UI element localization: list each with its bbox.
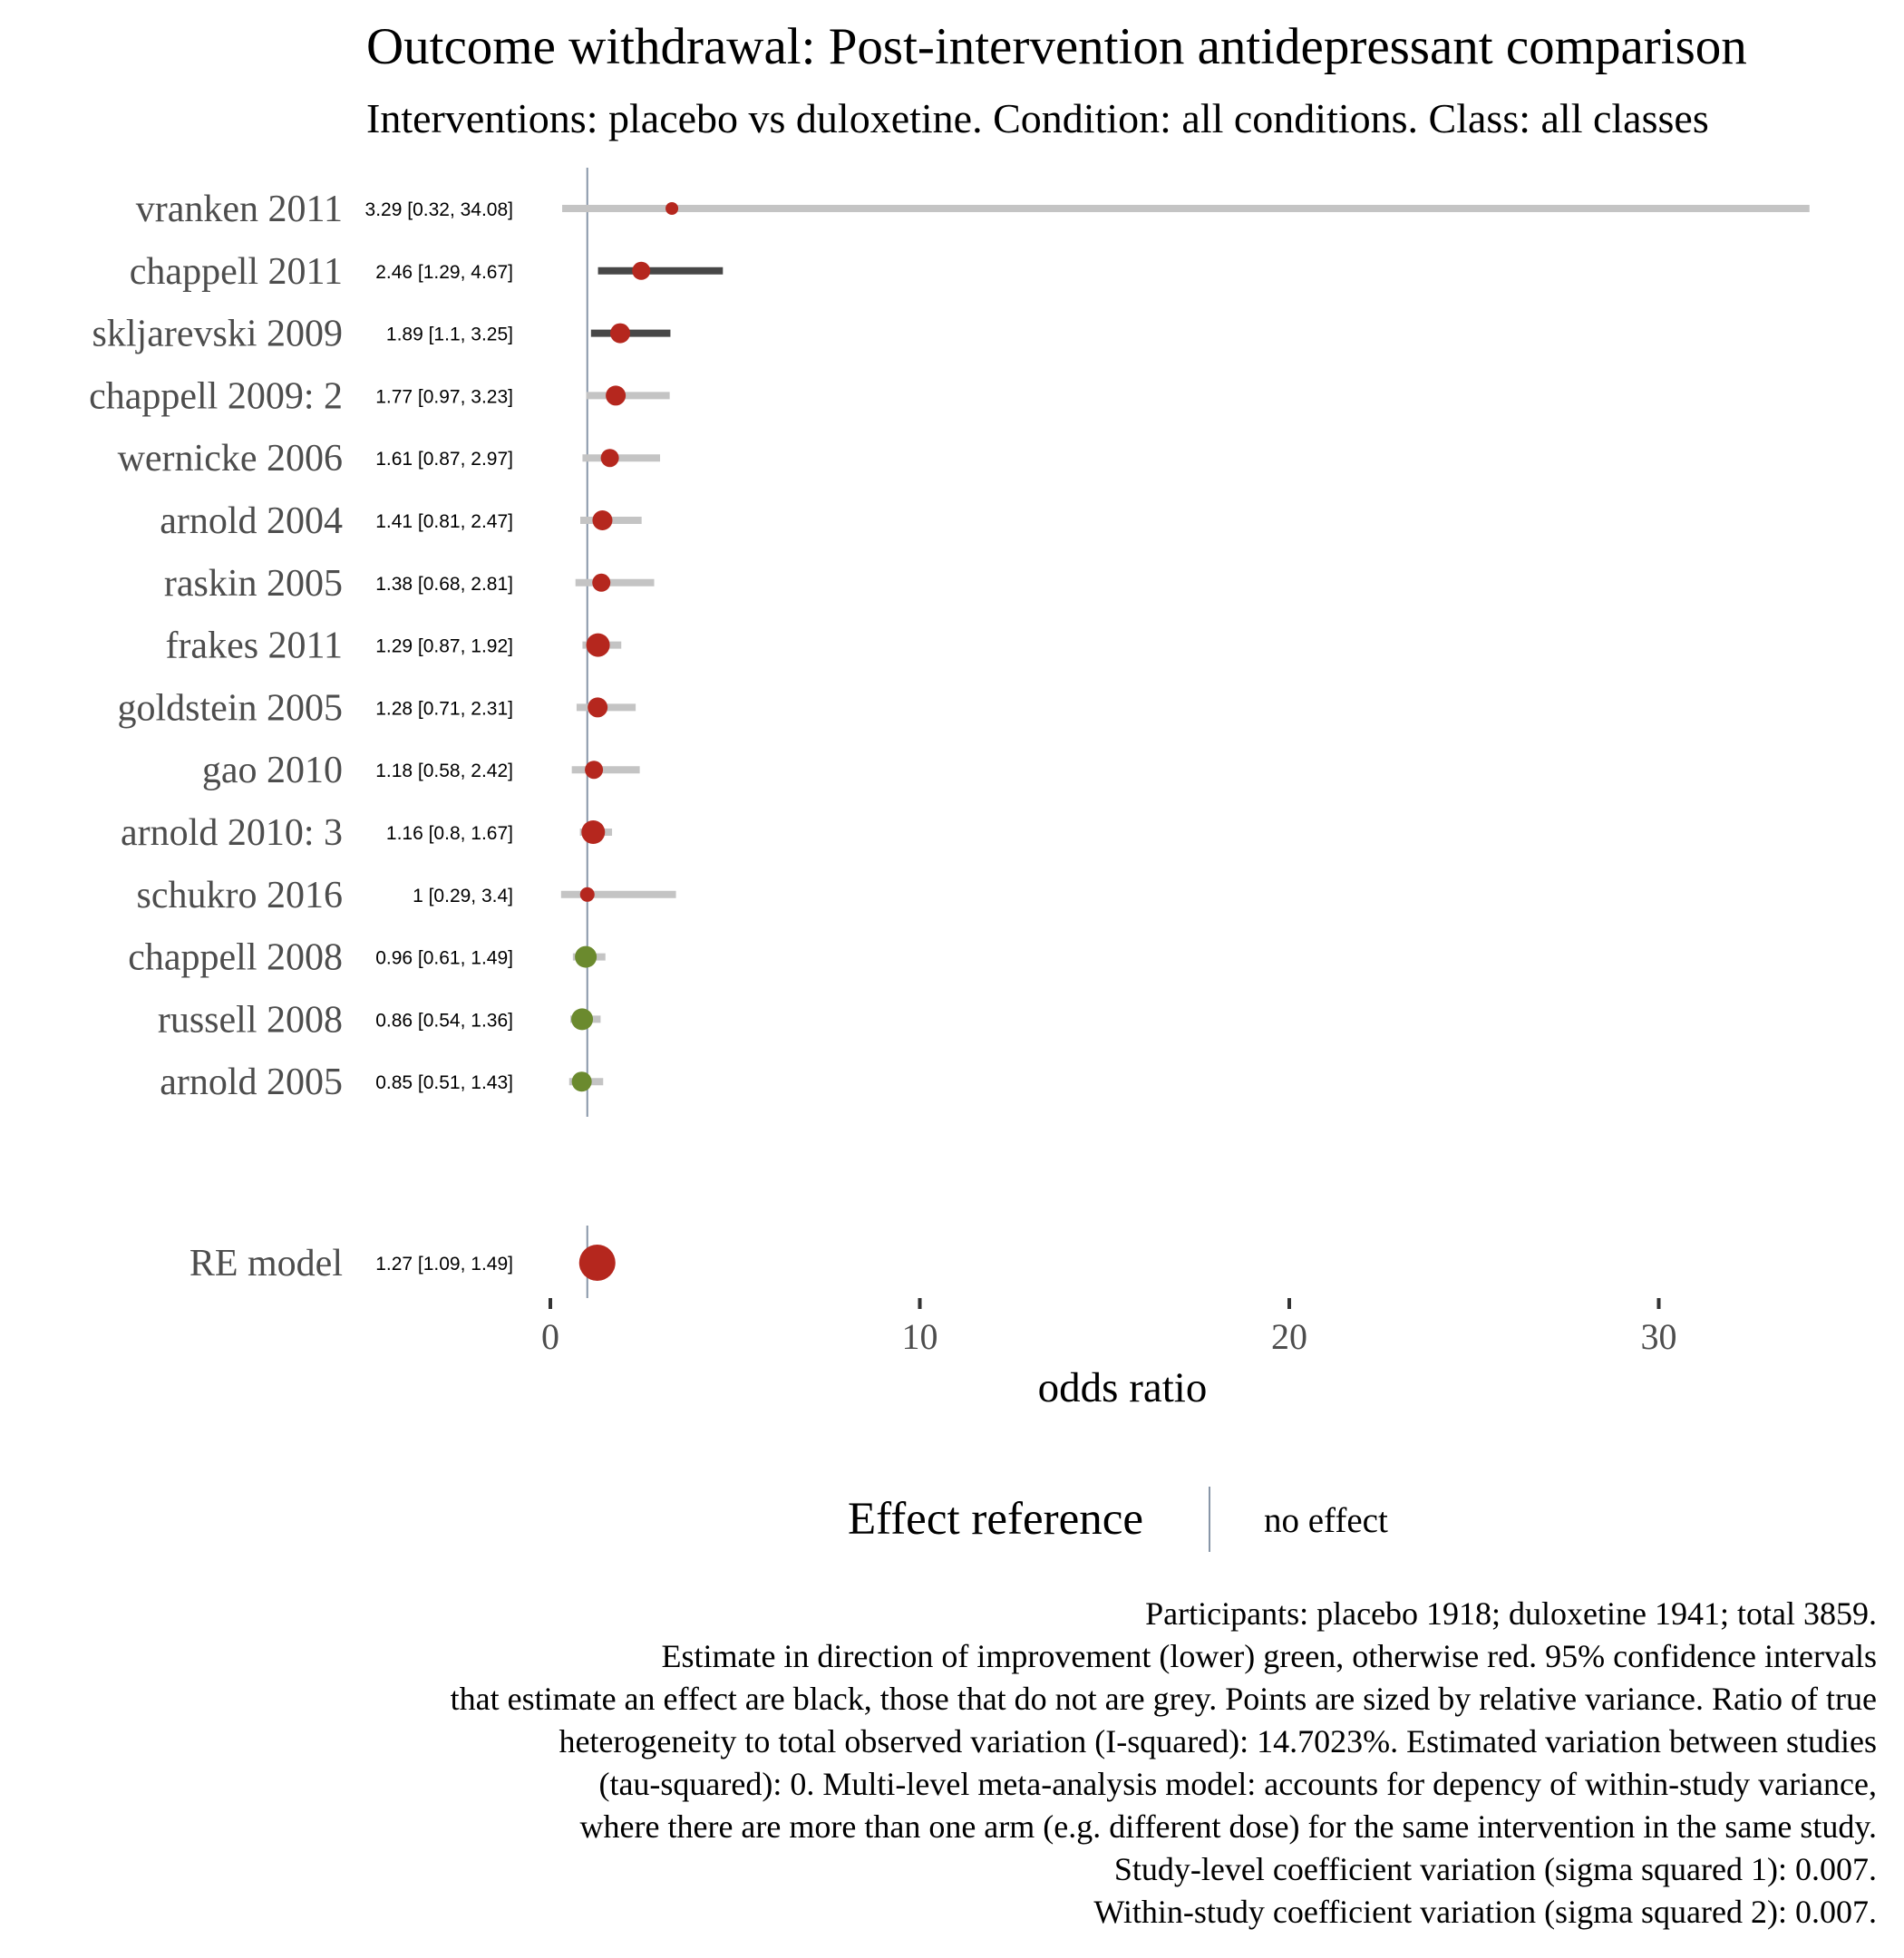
estimate-point <box>592 510 613 530</box>
estimate-label: 0.96 [0.61, 1.49] <box>375 948 513 969</box>
summary-point <box>578 1245 616 1281</box>
x-tick-label: 20 <box>1271 1316 1307 1357</box>
estimate-label: 1.77 [0.97, 3.23] <box>375 386 513 407</box>
estimate-point <box>571 1071 592 1092</box>
estimate-label: 1.28 [0.71, 2.31] <box>375 698 513 719</box>
caption-line: heterogeneity to total observed variatio… <box>559 1723 1877 1759</box>
caption-line: where there are more than one arm (e.g. … <box>580 1808 1877 1845</box>
estimate-point <box>592 573 611 592</box>
estimate-label: 1.41 [0.81, 2.47] <box>375 511 513 532</box>
plot-area: vranken 2011 3.29 [0.32, 34.08] chappell 2… <box>89 168 1810 1357</box>
x-axis-title: odds ratio <box>1038 1364 1208 1411</box>
estimate-label: 1.61 [0.87, 2.97] <box>375 449 513 470</box>
study-label: goldstein 2005 <box>118 687 344 729</box>
x-tick-label: 0 <box>541 1316 559 1357</box>
study-label: russell 2008 <box>158 999 343 1041</box>
study-label: arnold 2010: 3 <box>121 812 343 854</box>
estimate-point <box>586 633 610 657</box>
estimate-point <box>571 1008 594 1031</box>
estimate-label: 1.89 [1.1, 3.25] <box>386 325 513 345</box>
estimate-point <box>610 323 631 344</box>
estimate-point <box>632 261 651 280</box>
estimate-point <box>585 761 604 780</box>
study-label: chappell 2008 <box>128 937 343 979</box>
estimate-label: 1.29 [0.87, 1.92] <box>375 636 513 657</box>
estimate-label: 1 [0.29, 3.4] <box>413 886 513 906</box>
summary-label: RE model <box>189 1243 343 1284</box>
study-label: arnold 2005 <box>160 1061 343 1103</box>
caption-line: Within-study coefficient variation (sigm… <box>1093 1894 1877 1930</box>
study-label: chappell 2009: 2 <box>89 375 343 417</box>
estimate-point <box>579 887 595 902</box>
x-tick-label: 30 <box>1641 1316 1677 1357</box>
study-label: vranken 2011 <box>136 189 343 230</box>
estimate-label: 0.86 [0.54, 1.36] <box>375 1010 513 1031</box>
caption: Participants: placebo 1918; duloxetine 1… <box>451 1595 1877 1930</box>
summary-estimate-label: 1.27 [1.09, 1.49] <box>375 1254 513 1275</box>
estimate-point <box>581 820 606 844</box>
legend-item-no-effect: no effect <box>1264 1501 1388 1540</box>
study-label: frakes 2011 <box>165 625 343 667</box>
study-label: skljarevski 2009 <box>92 314 343 355</box>
estimate-label: 0.85 [0.51, 1.43] <box>375 1072 513 1093</box>
study-label: schukro 2016 <box>137 875 343 916</box>
estimate-label: 1.16 [0.8, 1.67] <box>386 823 513 844</box>
chart-title: Outcome withdrawal: Post-intervention an… <box>366 18 1747 75</box>
legend: Effect reference no effect <box>848 1487 1388 1552</box>
estimate-point <box>665 202 679 215</box>
caption-line: that estimate an effect are black, those… <box>451 1681 1877 1717</box>
estimate-point <box>588 697 608 718</box>
estimate-point <box>606 385 627 406</box>
estimate-label: 1.38 [0.68, 2.81] <box>375 574 513 595</box>
study-label: raskin 2005 <box>164 563 343 605</box>
legend-title: Effect reference <box>848 1494 1143 1545</box>
study-label: gao 2010 <box>202 750 343 791</box>
estimate-label: 2.46 [1.29, 4.67] <box>375 262 513 283</box>
study-label: arnold 2004 <box>160 500 343 542</box>
caption-line: Participants: placebo 1918; duloxetine 1… <box>1145 1595 1877 1632</box>
caption-line: Estimate in direction of improvement (lo… <box>661 1638 1877 1674</box>
study-label: chappell 2011 <box>130 251 343 293</box>
caption-line: Study-level coefficient variation (sigma… <box>1114 1851 1877 1887</box>
chart-subtitle: Interventions: placebo vs duloxetine. Co… <box>366 95 1709 141</box>
estimate-label: 1.18 [0.58, 2.42] <box>375 761 513 781</box>
estimate-point <box>600 449 619 468</box>
caption-line: (tau-squared): 0. Multi-level meta-analy… <box>598 1766 1877 1802</box>
estimate-label: 3.29 [0.32, 34.08] <box>365 199 513 220</box>
x-tick-label: 10 <box>902 1316 938 1357</box>
study-label: wernicke 2006 <box>118 438 343 480</box>
estimate-point <box>575 945 597 968</box>
